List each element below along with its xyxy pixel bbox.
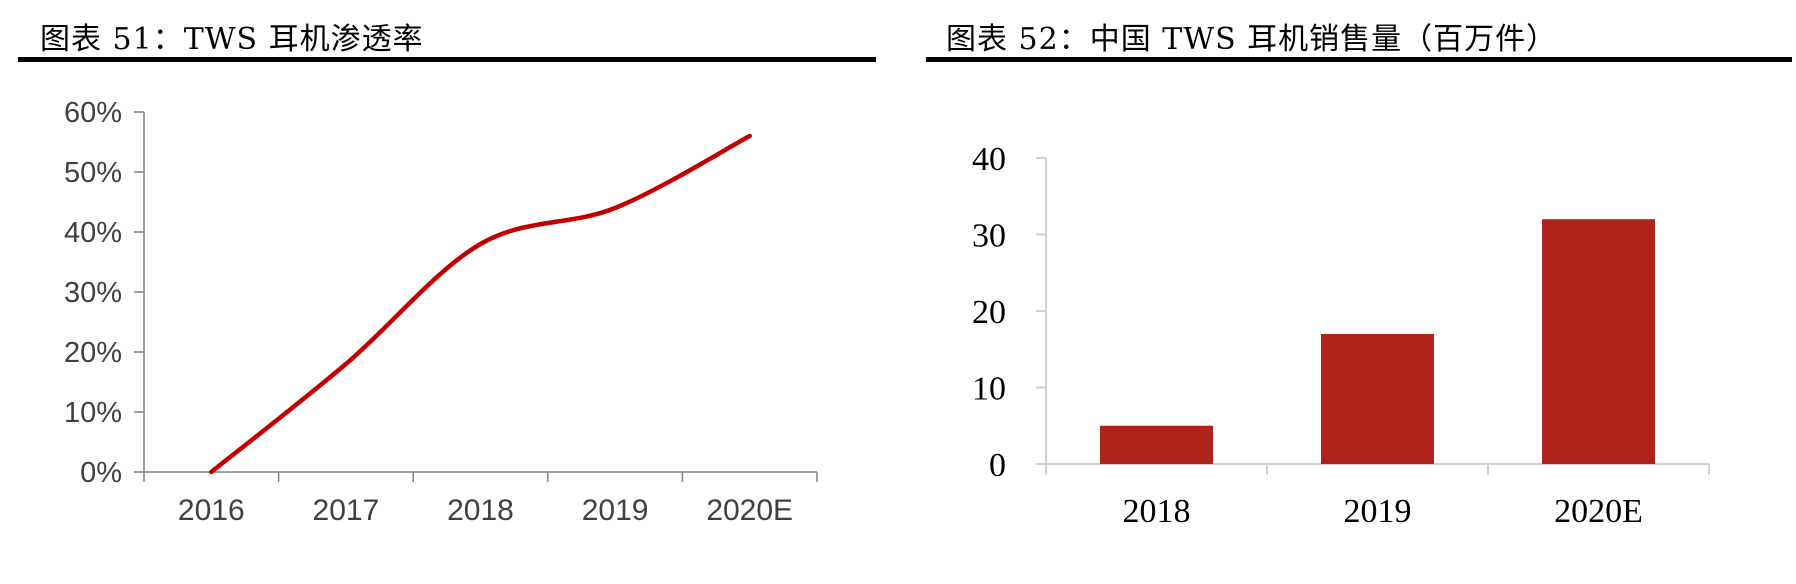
x-tick-label: 2020E xyxy=(706,494,793,527)
figure-52-title: 图表 52：中国 TWS 耳机销售量（百万件） xyxy=(946,22,1558,57)
penetration-series-line xyxy=(209,133,752,475)
bar-2018 xyxy=(1100,425,1213,464)
y-tick-label: 0 xyxy=(989,447,1006,484)
x-tick-label: 2020E xyxy=(1554,493,1643,530)
x-tick-label: 2018 xyxy=(1123,493,1191,530)
y-tick-label: 0% xyxy=(80,457,122,489)
x-tick-label: 2019 xyxy=(582,494,649,527)
y-tick-label: 50% xyxy=(64,157,122,189)
figure-51-title: 图表 51：TWS 耳机渗透率 xyxy=(40,22,424,57)
bar-2019 xyxy=(1321,333,1434,464)
penetration-line-chart: 0% 10% 20% 30% 40% 50% 60% 2016 2017 2018 2019 2020… xyxy=(64,97,818,527)
y-tick-label: 20% xyxy=(64,337,122,369)
figure-51-title-rule xyxy=(18,57,876,62)
sales-bar-chart: 0 10 20 30 40 2018 2019 2020E xyxy=(972,141,1710,530)
x-tick-label: 2019 xyxy=(1344,493,1412,530)
x-tick-label: 2017 xyxy=(313,494,380,527)
figure-52-title-rule xyxy=(926,57,1792,62)
y-tick-label: 60% xyxy=(64,97,122,129)
y-tick-label: 40 xyxy=(972,141,1006,178)
x-tick-label: 2018 xyxy=(447,494,514,527)
y-tick-label: 10% xyxy=(64,397,122,429)
y-tick-label: 20 xyxy=(972,294,1006,331)
figure-52-panel: 图表 52：中国 TWS 耳机销售量（百万件） 0 10 20 30 40 2018 201… xyxy=(920,0,1796,584)
y-tick-label: 40% xyxy=(64,217,122,249)
y-tick-label: 10 xyxy=(972,371,1006,408)
y-tick-label: 30 xyxy=(972,218,1006,255)
y-tick-label: 30% xyxy=(64,277,122,309)
x-tick-label: 2016 xyxy=(178,494,245,527)
bar-2020e xyxy=(1542,219,1655,464)
figure-51-panel: 图表 51：TWS 耳机渗透率 0% 10% 20% 30% 40% 50% 60% 2016… xyxy=(0,0,880,584)
